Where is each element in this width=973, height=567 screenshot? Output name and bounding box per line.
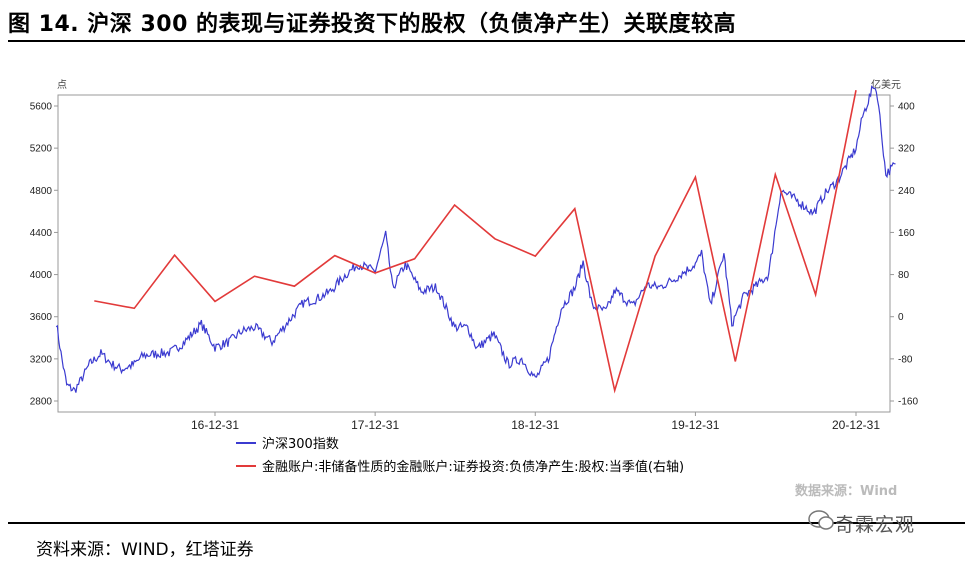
legend-label-index: 沪深300指数 <box>262 436 339 452</box>
left-tick-label: 3200 <box>30 354 53 365</box>
right-tick-label: 80 <box>898 270 910 281</box>
series-line-index <box>55 85 896 393</box>
left-axis: 2800 3200 3600 4000 4400 4800 5200 5600 <box>30 102 58 408</box>
legend: 沪深300指数 金融账户:非储备性质的金融账户:证券投资:负债净产生:股权:当季… <box>236 436 684 475</box>
x-tick-label: 19-12-31 <box>671 418 719 432</box>
top-rule <box>8 40 965 42</box>
series-layer <box>55 85 896 394</box>
brand-watermark: 奇霖宏观 <box>835 514 916 536</box>
right-tick-label: 400 <box>898 102 915 113</box>
left-tick-label: 4000 <box>30 270 53 281</box>
x-tick-label: 17-12-31 <box>351 418 399 432</box>
right-tick-label: 160 <box>898 228 915 239</box>
left-tick-label: 3600 <box>30 312 53 323</box>
right-tick-label: 0 <box>898 312 904 323</box>
left-tick-label: 5600 <box>30 102 53 113</box>
series-line-equity <box>94 90 857 394</box>
left-tick-label: 5200 <box>30 144 53 155</box>
left-tick-label: 4400 <box>30 228 53 239</box>
legend-label-equity: 金融账户:非储备性质的金融账户:证券投资:负债净产生:股权:当季值(右轴) <box>262 459 684 475</box>
x-tick-label: 16-12-31 <box>191 418 239 432</box>
figure-title: 图 14. 沪深 300 的表现与证券投资下的股权（负债净产生）关联度较高 <box>8 12 737 37</box>
right-tick-label: 240 <box>898 186 915 197</box>
right-tick-label: -160 <box>898 397 918 408</box>
x-tick-label: 20-12-31 <box>832 418 880 432</box>
left-axis-unit: 点 <box>57 79 67 91</box>
x-axis: 16-12-31 17-12-31 18-12-31 19-12-31 20-12-31 <box>191 412 880 432</box>
right-tick-label: 320 <box>898 144 915 155</box>
x-tick-label: 18-12-31 <box>511 418 559 432</box>
bottom-rule <box>8 522 965 524</box>
right-axis: -160 -80 0 80 160 240 320 400 <box>890 102 918 408</box>
right-tick-label: -80 <box>898 354 913 365</box>
data-source-watermark: 数据来源：Wind <box>795 483 897 499</box>
source-note: 资料来源：WIND，红塔证券 <box>36 540 254 560</box>
left-tick-label: 4800 <box>30 186 53 197</box>
right-axis-unit: 亿美元 <box>871 78 901 91</box>
left-tick-label: 2800 <box>30 397 53 408</box>
chat-bubble-icon <box>808 510 834 530</box>
plot-frame <box>57 94 891 413</box>
